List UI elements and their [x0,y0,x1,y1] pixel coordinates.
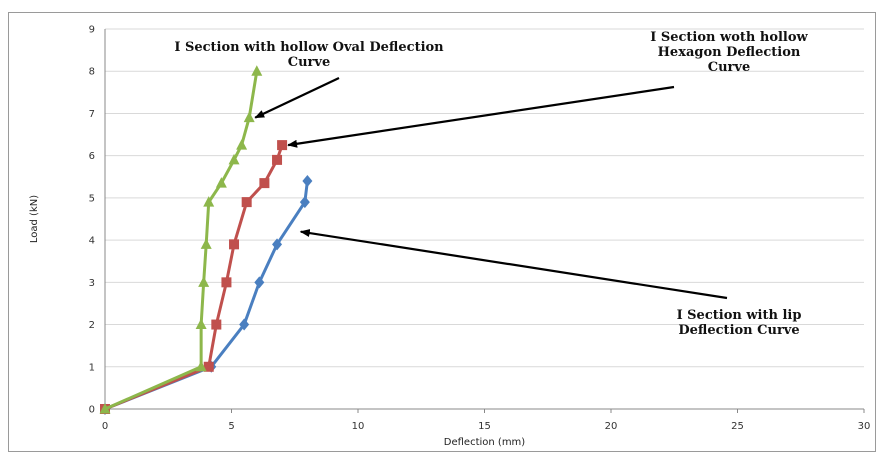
annotation-hexagon: I Section woth hollow Hexagon Deflection C… [287,30,809,148]
annotation-hexagon-line: Hexagon Deflection [658,45,801,60]
annotation-oval-line: I Section with hollow Oval Deflection [174,40,444,55]
annotation-oval-arrow [254,77,340,119]
axes: 0 1 2 3 4 5 6 7 8 9 0 5 10 15 20 25 30 [89,25,871,433]
deflection-chart: 0 1 2 3 4 5 6 7 8 9 0 5 10 15 20 25 30 I Section with ho… [29,25,871,449]
data-point-hexagon [221,277,232,288]
data-point-hexagon [272,154,283,165]
y-tick-label: 3 [89,278,95,289]
data-point-oval [236,139,248,150]
y-tick-label: 8 [89,67,95,78]
data-point-oval [243,111,255,123]
y-tick-label: 4 [89,236,95,247]
data-point-lip [272,238,283,251]
annotation-oval-text: I Section with hollow Oval Deflection Cur… [174,40,444,70]
data-point-oval [195,360,207,372]
annotation-oval: I Section with hollow Oval Deflection Cur… [174,40,444,119]
x-tick-label: 30 [858,421,871,432]
data-point-oval [203,196,215,207]
series-group [99,65,313,415]
y-tick-label: 5 [89,193,95,204]
annotations: I Section with hollow Oval Deflection Cur… [174,30,808,338]
y-tick-label: 7 [89,109,95,120]
annotation-hexagon-text: I Section woth hollow Hexagon Deflection C… [650,30,808,75]
data-point-oval [195,318,207,330]
annotation-hexagon-line: I Section woth hollow [650,30,808,45]
x-tick-label: 20 [605,421,618,432]
data-point-lip [254,276,265,289]
x-tick-label: 0 [102,421,108,432]
x-tick-label: 25 [731,421,744,432]
annotation-lip-line: I Section with lip [677,308,802,323]
y-tick-label: 2 [89,320,95,331]
data-point-oval [198,276,210,287]
annotation-lip-text: I Section with lip Deflection Curve [677,308,802,338]
gridlines [105,28,864,410]
y-axis-label: Load (kN) [29,195,40,243]
data-point-oval [228,153,240,165]
data-point-oval [99,403,111,414]
series-oval [99,65,263,414]
x-tick-label: 10 [352,421,365,432]
annotation-lip: I Section with lip Deflection Curve [299,229,802,338]
data-point-lip [299,196,310,209]
x-axis-label: Deflection (mm) [444,437,526,448]
data-point-oval [251,65,263,76]
series-line-lip [104,180,309,411]
data-point-hexagon [277,140,288,151]
data-point-oval [200,238,212,249]
y-tick-label: 0 [89,405,95,416]
data-point-hexagon [259,178,270,189]
annotation-hexagon-arrow [287,85,675,148]
data-point-hexagon [211,319,222,330]
x-tick-label: 15 [478,421,491,432]
annotation-oval-line: Curve [288,55,330,70]
data-point-oval [215,177,227,188]
annotation-lip-arrow [299,229,728,300]
chart-frame: 0 1 2 3 4 5 6 7 8 9 0 5 10 15 20 25 30 I Section with ho… [8,12,876,452]
data-point-lip [302,175,313,187]
data-point-hexagon [203,361,214,372]
series-lip [100,175,313,415]
data-point-hexagon [241,197,252,208]
y-tick-label: 1 [89,362,95,373]
x-tick-label: 5 [228,421,234,432]
annotation-lip-line: Deflection Curve [678,323,799,338]
annotation-hexagon-line: Curve [708,60,750,75]
data-point-lip [239,318,250,331]
y-tick-label: 6 [89,151,95,162]
data-point-hexagon [229,239,240,250]
y-tick-label: 9 [89,25,95,36]
